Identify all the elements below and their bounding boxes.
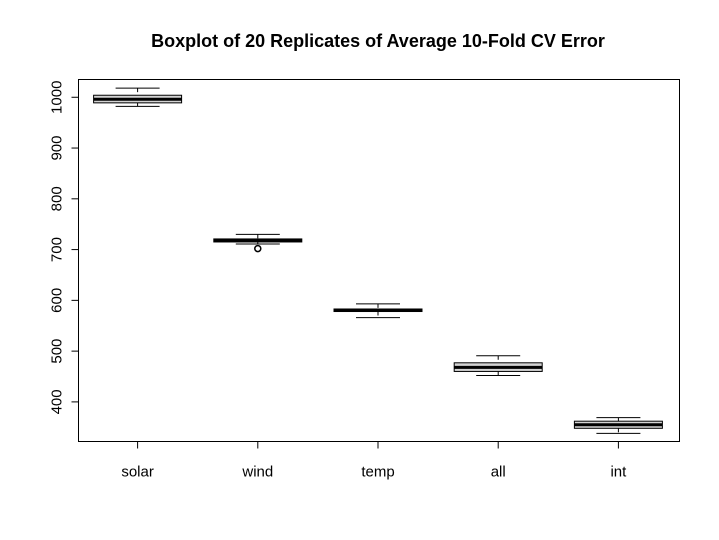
- box-int: [573, 417, 663, 434]
- plot-frame: [78, 79, 680, 442]
- y-tick-label: 800: [49, 186, 66, 211]
- y-tick-label: 400: [49, 389, 66, 414]
- box-solar: [93, 87, 183, 107]
- x-tick-label: wind: [241, 464, 273, 481]
- x-tick-label: all: [491, 464, 506, 481]
- y-tick-label: 600: [49, 288, 66, 313]
- y-tick-label: 700: [49, 237, 66, 262]
- y-tick-label: 1000: [49, 81, 66, 114]
- x-axis: solar wind temp all int: [121, 441, 627, 481]
- y-tick-label: 900: [49, 136, 66, 161]
- outlier-point: [254, 244, 262, 253]
- box-all: [453, 355, 543, 376]
- x-tick-label: solar: [121, 464, 154, 481]
- x-tick-label: temp: [361, 464, 394, 481]
- chart-title: Boxplot of 20 Replicates of Average 10-F…: [151, 31, 605, 51]
- boxes: [93, 87, 663, 434]
- box-temp: [333, 303, 423, 319]
- y-axis: 400 500 600 700 800 900 1000: [49, 81, 79, 414]
- box-wind: [213, 233, 303, 253]
- y-tick-label: 500: [49, 339, 66, 364]
- x-tick-label: int: [610, 464, 627, 481]
